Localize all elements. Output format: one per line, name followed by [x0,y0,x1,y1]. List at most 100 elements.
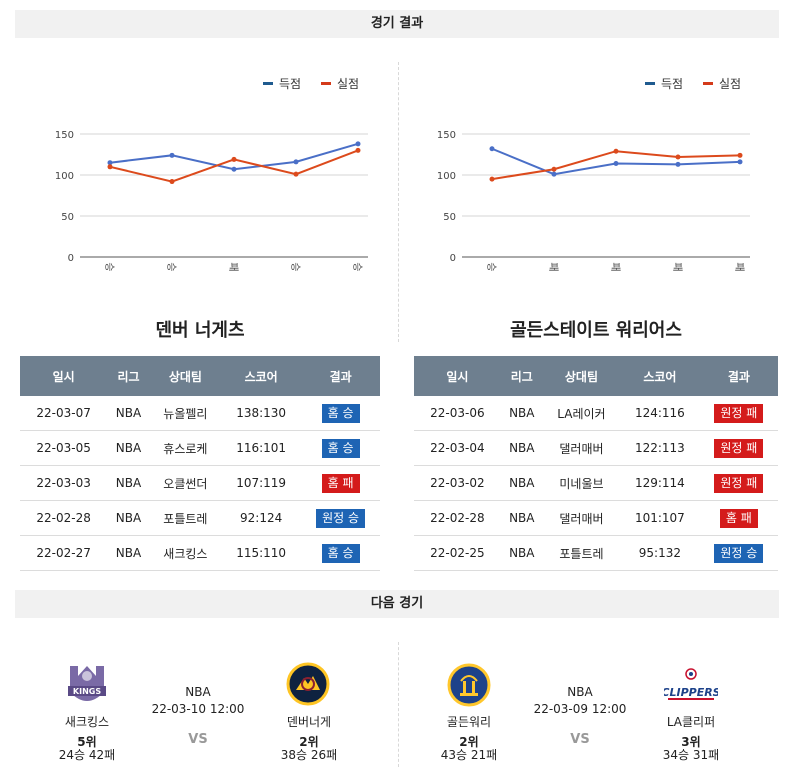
clippers-logo: CLIPPERS [661,668,721,702]
next1-datetime: 22-03-10 12:00 [151,702,245,716]
result-badge: 원정 패 [714,403,764,423]
cell-result: 홈 승 [301,535,380,571]
cell-score: 122:113 [620,430,700,466]
data-point-scored [675,161,681,167]
legend-conceded-swatch [321,82,331,85]
cell-league: NBA [107,465,150,501]
next-games-section-title: 다음 경기 [15,590,779,618]
legend-scored-label: 득점 [661,77,683,91]
cell-league: NBA [500,535,543,571]
table-header: 리그 [107,356,150,396]
x-tick-label: 패 [733,262,745,271]
table-row: 22-02-27 NBA 새크킹스 115:110 홈 승 [20,535,380,571]
cell-result: 홈 패 [301,465,380,501]
cell-date: 22-02-28 [414,500,501,536]
table-header: 리그 [500,356,543,396]
table-row: 22-03-05 NBA 휴스로케 116:101 홈 승 [20,430,380,466]
cell-league: NBA [107,500,150,536]
cell-result: 원정 패 [699,465,778,501]
kings-logo-text: KINGS [73,687,101,696]
cell-score: 101:107 [620,500,700,536]
data-point-conceded [169,179,175,185]
table-row: 22-03-06 NBA LA레이커 124:116 원정 패 [414,396,778,431]
result-badge: 원정 승 [714,543,764,563]
next1-home-record: 24승 42패 [58,748,116,762]
denver-line-chart: 득점 실점 0 50 100 150 승 승 패 승 승 [55,77,368,272]
cell-result: 홈 패 [699,500,778,536]
table-header: 결과 [301,356,380,396]
cell-league: NBA [500,396,543,431]
cell-date: 22-03-04 [414,430,501,466]
denver-team-title: 덴버 너게츠 [155,320,245,341]
legend-scored-swatch [645,82,655,85]
cell-result: 원정 승 [301,500,380,536]
result-badge: 홈 승 [321,543,360,563]
cell-date: 22-03-06 [414,396,501,431]
cell-league: NBA [500,430,543,466]
data-point-scored [489,146,495,152]
denver-score-chart: 득점 실점 0 50 100 150 승 승 패 승 승 [18,56,398,286]
next2-home-rank: 2위 [459,735,479,749]
cell-league: NBA [107,535,150,571]
next2-league: NBA [567,685,593,699]
cell-score: 115:110 [221,535,302,571]
cell-league: NBA [107,430,150,466]
cell-score: 107:119 [221,465,302,501]
cell-score: 124:116 [620,396,700,431]
y-tick-label: 0 [450,253,456,264]
x-tick-label: 승 [103,262,115,271]
data-point-scored [231,166,237,172]
data-point-conceded [613,148,619,154]
y-tick-label: 100 [55,171,74,182]
cell-opponent: 뉴올펠리 [149,396,222,431]
result-badge: 홈 승 [321,438,360,458]
warriors-team-title: 골든스테이트 워리어스 [510,320,682,341]
data-point-scored [355,141,361,147]
data-point-scored [737,159,743,165]
next1-away-rank: 2위 [299,735,319,749]
table-header: 상대팀 [542,356,621,396]
result-badge: 원정 패 [714,473,764,493]
cell-score: 95:132 [620,535,700,571]
cell-date: 22-03-02 [414,465,501,501]
data-point-conceded [231,156,237,162]
cell-opponent: 새크킹스 [149,535,222,571]
table-row: 22-03-03 NBA 오클썬더 107:119 홈 패 [20,465,380,501]
table-row: 22-02-25 NBA 포틀트레 95:132 원정 승 [414,535,778,571]
x-tick-label: 승 [485,262,497,271]
table-header: 일시 [20,356,108,396]
cell-date: 22-02-25 [414,535,501,571]
next1-home-rank: 5위 [77,735,97,749]
next1-vs: VS [188,732,208,747]
data-point-conceded [107,164,113,170]
next2-away-record: 34승 31패 [662,748,720,762]
table-row: 22-03-02 NBA 미네울브 129:114 원정 패 [414,465,778,501]
y-tick-label: 100 [437,171,456,182]
next2-away-name: LA클리퍼 [666,715,716,729]
y-tick-label: 50 [443,212,456,223]
cell-date: 22-03-05 [20,430,108,466]
cell-result: 원정 승 [699,535,778,571]
data-point-conceded [551,166,557,172]
cell-result: 원정 패 [699,430,778,466]
y-tick-label: 0 [68,253,74,264]
cell-opponent: 오클썬더 [149,465,222,501]
cell-league: NBA [107,396,150,431]
data-point-scored [613,161,619,167]
next2-away-rank: 3위 [681,735,701,749]
legend-conceded-label: 실점 [337,77,359,91]
table-row: 22-03-04 NBA 댈러매버 122:113 원정 패 [414,430,778,466]
data-point-conceded [293,171,299,177]
y-tick-label: 150 [55,130,74,141]
cell-score: 116:101 [221,430,302,466]
table-row: 22-03-07 NBA 뉴올펠리 138:130 홈 승 [20,396,380,431]
warriors-score-chart: 득점 실점 0 50 100 150 승 패 패 패 패 [400,56,780,286]
warriors-logo [447,663,491,707]
table-header: 상대팀 [149,356,222,396]
table-row: 22-02-28 NBA 포틀트레 92:124 원정 승 [20,500,380,536]
cell-score: 129:114 [620,465,700,501]
cell-opponent: LA레이커 [542,396,621,431]
result-badge: 홈 승 [321,403,360,423]
cell-league: NBA [500,500,543,536]
cell-opponent: 포틀트레 [542,535,621,571]
